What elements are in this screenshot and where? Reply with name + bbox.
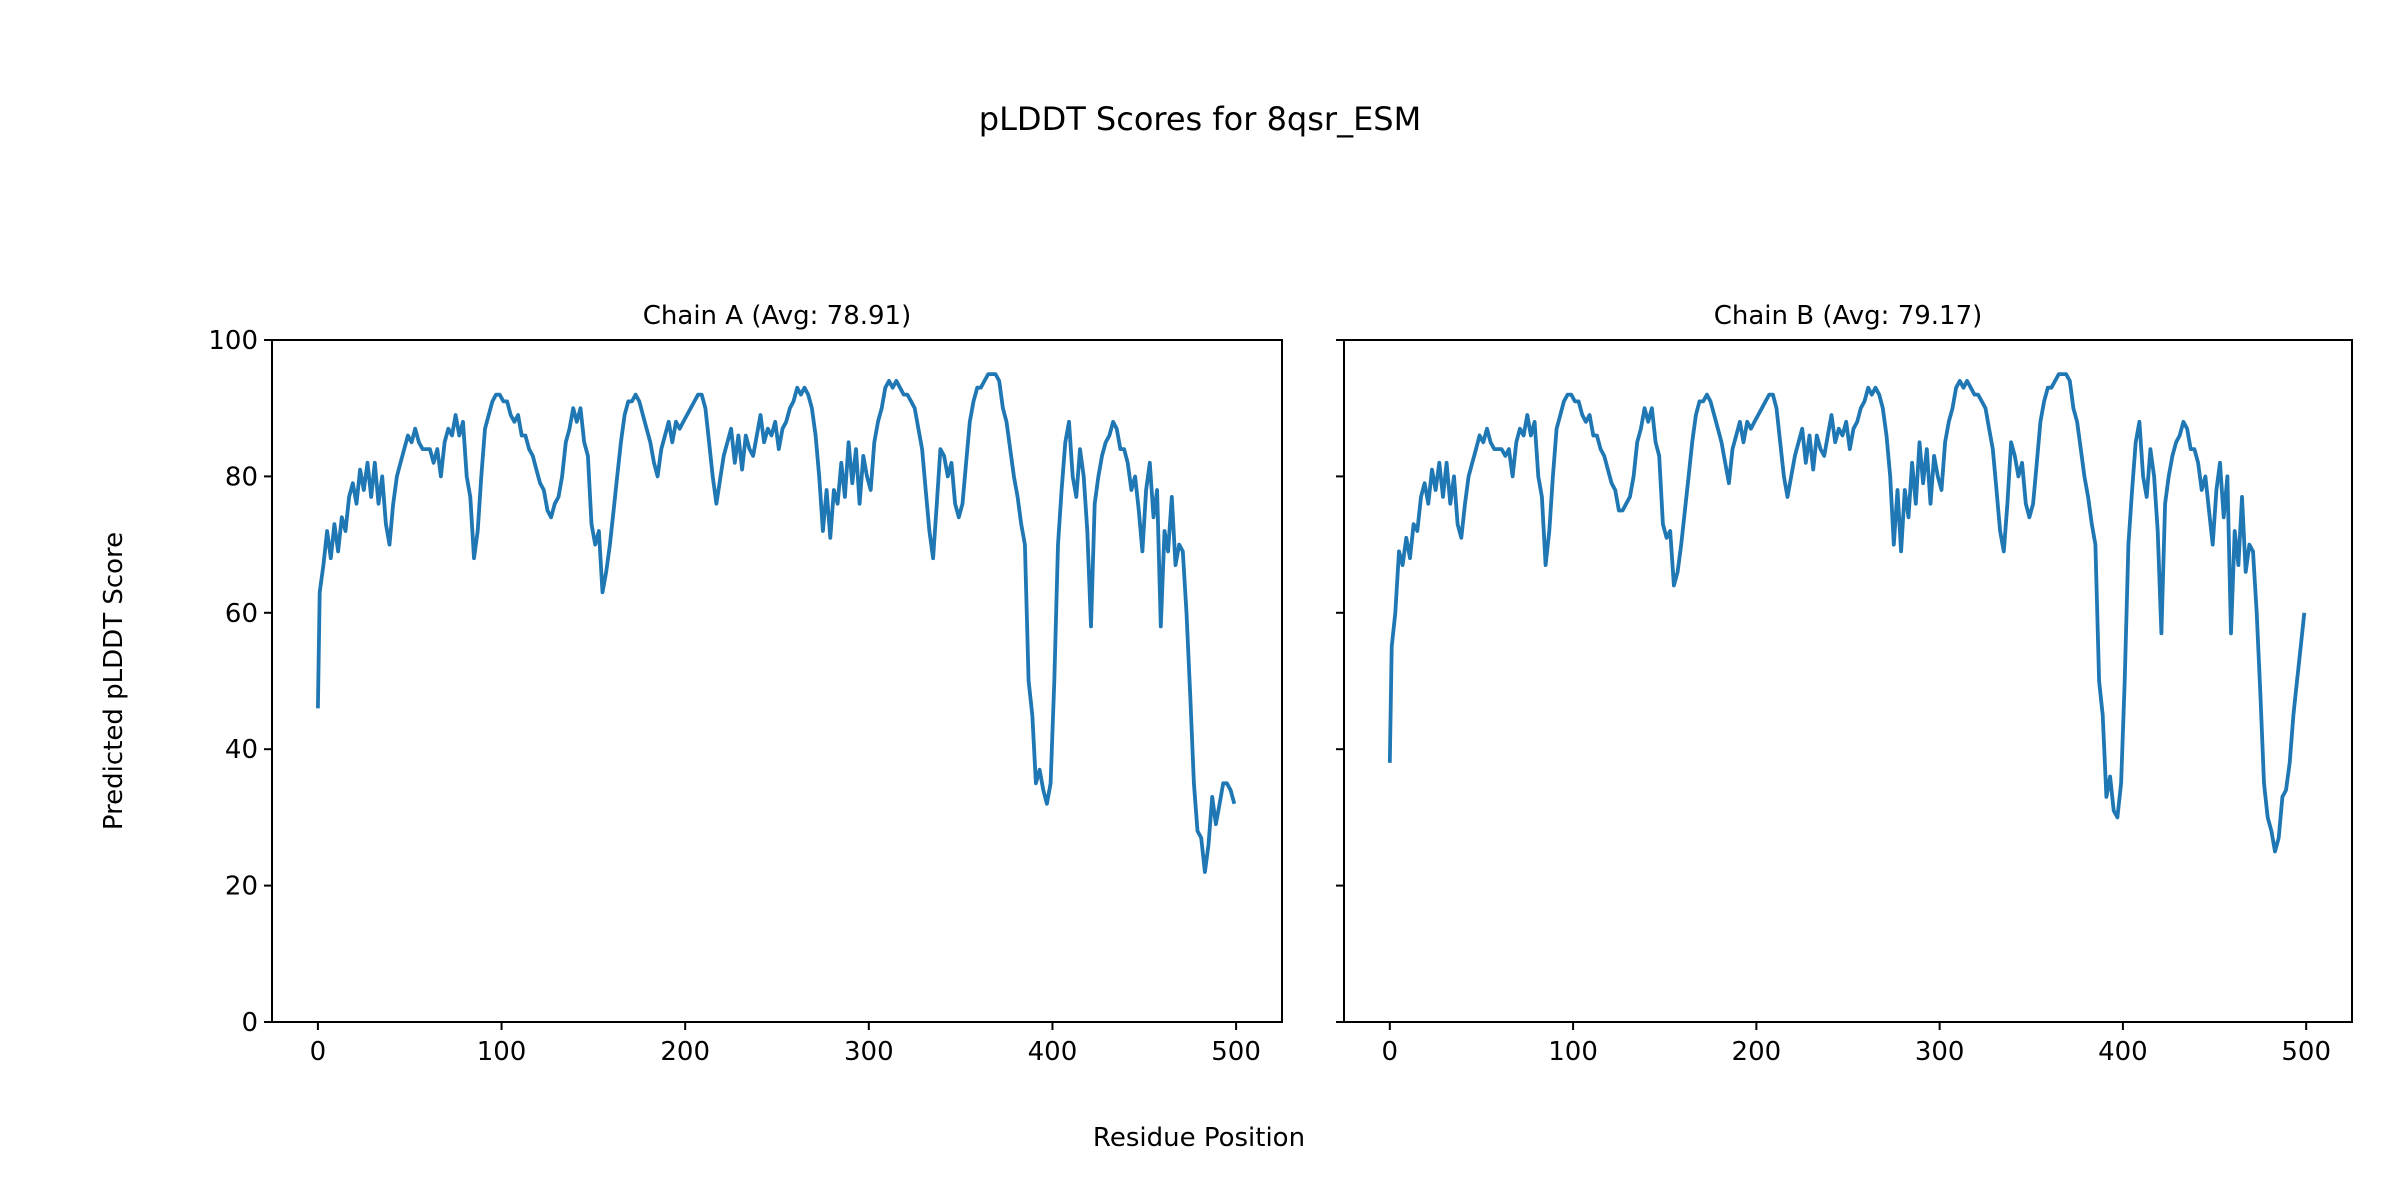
plddt-series-line [1387,372,2307,854]
axes-frame [271,339,1283,1023]
y-tick-label: 100 [208,326,258,356]
plddt-series-line [316,372,1237,874]
x-tick-label: 100 [477,1037,527,1067]
chart-panel-b: Chain B (Avg: 79.17) 0 100 200 300 400 500 [1336,301,2353,1067]
y-tick-label: 0 [241,1008,258,1038]
y-tick-label: 20 [225,872,258,902]
x-tick-label: 200 [1732,1037,1782,1067]
x-tick-label: 500 [1211,1037,1261,1067]
x-tick-label: 300 [844,1037,894,1067]
figure-title: pLDDT Scores for 8qsr_ESM [979,100,1421,138]
axes-frame [1343,339,2353,1023]
x-tick-label: 0 [1382,1037,1399,1067]
y-tick-label: 80 [225,462,258,492]
x-tick-label: 0 [310,1037,327,1067]
x-tick-label: 200 [660,1037,710,1067]
y-tick-label: 60 [225,599,258,629]
x-tick-label: 100 [1548,1037,1598,1067]
x-tick-label: 400 [2098,1037,2148,1067]
subplot-title: Chain A (Avg: 78.91) [643,301,911,331]
x-axis-label: Residue Position [1093,1123,1305,1153]
x-tick-label: 400 [1028,1037,1078,1067]
y-tick-label: 40 [225,735,258,765]
x-tick-label: 500 [2281,1037,2331,1067]
x-tick-label: 300 [1915,1037,1965,1067]
chart-panel-a: Chain A (Avg: 78.91) 0 100 200 300 400 500 0 20 4… [208,301,1283,1067]
subplot-title: Chain B (Avg: 79.17) [1714,301,1983,331]
y-axis-label: Predicted pLDDT Score [99,532,129,830]
